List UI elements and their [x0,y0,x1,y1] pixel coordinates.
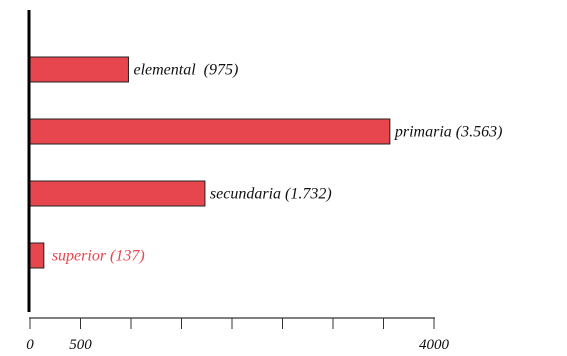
bars-group [29,56,391,269]
data-labels-group: elemental (975) primaria (3.563) secundari… [52,62,503,265]
bar-superior [29,242,45,269]
bar-secundaria [29,180,206,207]
x-tick-label-0: 0 [26,337,34,353]
x-tick-label-500: 500 [69,337,92,353]
bar-primaria [29,118,391,145]
bar-elemental [29,56,129,83]
data-label-superior: superior (137) [52,248,145,265]
data-label-primaria: primaria (3.563) [394,124,503,141]
x-ticks-group: 0 500 4000 [26,318,450,353]
x-tick-label-4000: 4000 [419,337,450,353]
data-label-secundaria: secundaria (1.732) [210,186,332,203]
data-label-elemental: elemental (975) [133,62,238,79]
